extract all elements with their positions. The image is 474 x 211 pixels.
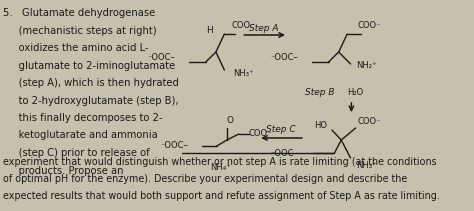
Text: (mechanistic steps at right): (mechanistic steps at right) bbox=[3, 26, 157, 35]
Text: ⁻OOC–: ⁻OOC– bbox=[270, 53, 298, 61]
Text: Step C: Step C bbox=[266, 126, 296, 134]
Text: ketoglutarate and ammonia: ketoglutarate and ammonia bbox=[3, 130, 158, 141]
Text: to 2-hydroxyglutamate (step B),: to 2-hydroxyglutamate (step B), bbox=[3, 96, 179, 106]
Text: COO⁻: COO⁻ bbox=[249, 130, 273, 138]
Text: of optimal pH for the enzyme). Describe your experimental ​design and describe t: of optimal pH for the enzyme). Describe … bbox=[3, 174, 408, 184]
Text: glutamate to 2-iminoglutamate: glutamate to 2-iminoglutamate bbox=[3, 61, 176, 70]
Text: NH₂⁺: NH₂⁺ bbox=[356, 61, 376, 70]
Text: COO⁻: COO⁻ bbox=[357, 116, 381, 126]
Text: (step C) prior to release of: (step C) prior to release of bbox=[3, 148, 150, 158]
Text: ⁻OOC–: ⁻OOC– bbox=[270, 149, 298, 157]
Text: COO⁻: COO⁻ bbox=[357, 20, 381, 30]
Text: NH₃⁺: NH₃⁺ bbox=[233, 69, 254, 78]
Text: COO⁻: COO⁻ bbox=[231, 20, 255, 30]
Text: this finally decomposes to 2-: this finally decomposes to 2- bbox=[3, 113, 163, 123]
Text: HO: HO bbox=[314, 122, 327, 130]
Text: 5.   Glutamate dehydrogenase: 5. Glutamate dehydrogenase bbox=[3, 8, 155, 18]
Text: Step B: Step B bbox=[305, 88, 335, 96]
Text: NH₄⁺: NH₄⁺ bbox=[210, 164, 230, 173]
Text: ⁻OOC–: ⁻OOC– bbox=[147, 53, 175, 61]
Text: O: O bbox=[227, 115, 234, 124]
Text: experiment that would distinguish whether or not step A is rate limiting (at the: experiment that would distinguish whethe… bbox=[3, 157, 437, 167]
Text: oxidizes the amino acid L-: oxidizes the amino acid L- bbox=[3, 43, 149, 53]
Text: ⁻OOC–: ⁻OOC– bbox=[160, 142, 188, 150]
Text: NH₃⁺: NH₃⁺ bbox=[356, 161, 376, 170]
Text: products. Propose an: products. Propose an bbox=[3, 165, 124, 176]
Text: H: H bbox=[206, 26, 212, 35]
Text: expected ​results that would both support and refute assignment of Step A as rat: expected ​results that would both suppor… bbox=[3, 191, 440, 201]
Text: Step A: Step A bbox=[249, 23, 279, 32]
Text: H₂O: H₂O bbox=[347, 88, 364, 96]
Text: (step A), which is then hydrated: (step A), which is then hydrated bbox=[3, 78, 179, 88]
